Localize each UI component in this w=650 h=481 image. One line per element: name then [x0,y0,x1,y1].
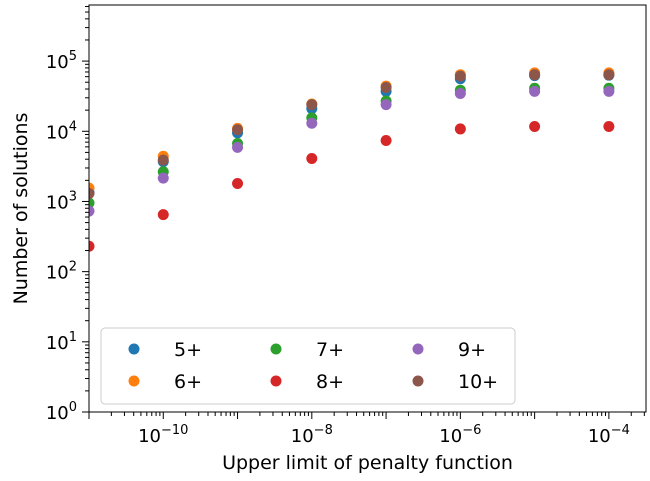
legend-label: 10+ [458,371,498,393]
data-point-8+ [380,134,392,146]
x-tick-label: 10−6 [439,423,481,447]
x-tick-label: 10−8 [291,423,333,447]
data-point-10+ [529,69,541,81]
y-tick-label: 104 [46,119,77,143]
data-point-10+ [603,69,615,81]
legend-label: 8+ [316,371,344,393]
data-point-9+ [454,88,466,100]
plot-border [88,4,647,413]
data-point-10+ [232,124,244,136]
data-point-10+ [89,187,95,199]
data-point-9+ [306,117,318,129]
axes-frame [88,4,647,413]
legend-label: 5+ [174,339,202,361]
legend-marker [128,343,140,355]
legend-box [100,327,516,405]
data-point-9+ [603,85,615,97]
legend-marker [412,375,424,387]
data-point-10+ [306,99,318,111]
y-tick-label: 100 [46,400,77,424]
data-points [89,67,615,252]
data-point-10+ [454,70,466,82]
data-point-8+ [454,123,466,135]
y-tick-label: 105 [46,49,77,73]
data-point-8+ [232,178,244,190]
legend-label: 9+ [458,339,486,361]
data-point-8+ [157,209,169,221]
x-tick-label: 10−10 [138,423,188,447]
data-point-8+ [529,120,541,132]
y-axis: 100 101 102 103 104 105 [46,5,89,424]
data-point-9+ [232,141,244,153]
data-point-8+ [306,152,318,164]
legend-label: 6+ [174,371,202,393]
data-point-8+ [603,120,615,132]
data-point-9+ [529,85,541,97]
legend-label: 7+ [316,339,344,361]
x-axis: 10−10 10−8 10−6 10−4 [88,412,645,447]
data-point-9+ [380,99,392,111]
y-tick-label: 101 [46,330,77,354]
legend-marker [412,343,424,355]
legend-marker [128,375,140,387]
data-point-9+ [157,172,169,184]
y-tick-label: 103 [46,189,77,213]
legend-marker [270,375,282,387]
data-point-9+ [89,205,95,217]
y-axis-label: Number of solutions [10,113,32,305]
legend-marker [270,343,282,355]
x-tick-label: 10−4 [588,423,630,447]
legend: 5+ 6+ 7+ 8+ 9+ 10+ [100,327,516,405]
x-axis-label: Upper limit of penalty function [222,452,513,474]
y-tick-label: 102 [46,260,77,284]
data-point-8+ [89,240,95,252]
data-point-10+ [380,82,392,94]
data-point-10+ [157,154,169,166]
